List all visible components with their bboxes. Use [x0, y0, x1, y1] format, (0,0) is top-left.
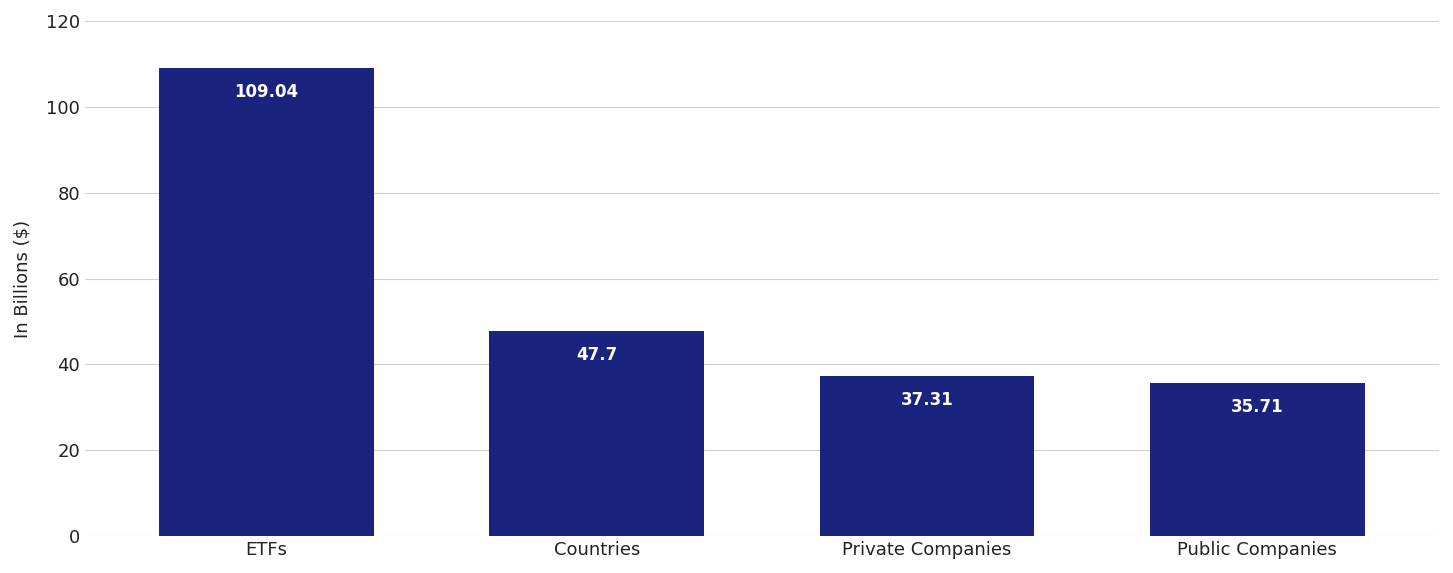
Bar	[1151, 383, 1364, 536]
Text: 47.7: 47.7	[577, 347, 618, 364]
Y-axis label: In Billions ($): In Billions ($)	[15, 219, 32, 337]
Text: 109.04: 109.04	[234, 83, 298, 101]
Bar	[490, 331, 705, 536]
Text: 35.71: 35.71	[1231, 398, 1284, 416]
Text: 37.31: 37.31	[901, 391, 953, 409]
Bar	[158, 68, 373, 536]
Bar	[819, 376, 1035, 536]
